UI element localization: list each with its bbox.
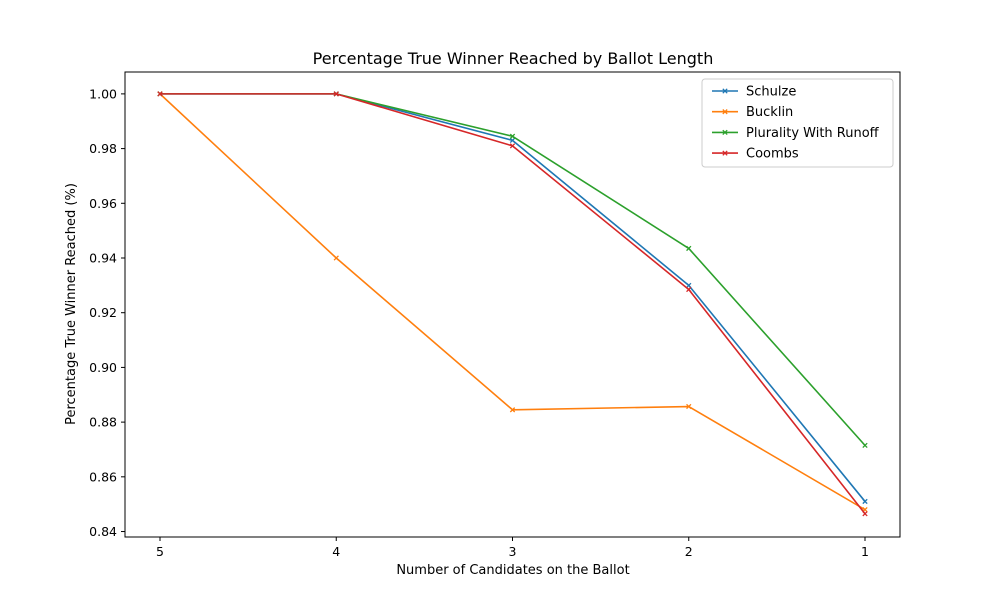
data-point-coombs	[686, 286, 692, 293]
data-point-coombs	[862, 511, 868, 517]
y-axis-title: Percentage True Winner Reached (%)	[64, 183, 79, 425]
y-tick-label: 1.00	[89, 86, 117, 101]
series-coombs	[157, 91, 868, 517]
legend: Schulze Bucklin Plurality With Runoff Coomb…	[701, 78, 894, 168]
x-tick-label: 4	[332, 544, 340, 559]
data-series	[157, 91, 868, 517]
data-point-coombs	[157, 91, 163, 97]
y-tick-label: 0.86	[89, 469, 117, 484]
y-tick-label: 0.94	[89, 251, 117, 266]
data-point-bucklin	[333, 255, 339, 261]
y-tick-label: 0.96	[89, 196, 117, 211]
legend-marker	[722, 88, 728, 94]
legend-item-schulze: Schulze	[712, 85, 796, 100]
legend-label: Bucklin	[746, 105, 793, 120]
plot-area-frame	[124, 71, 901, 538]
y-tick-label: 0.90	[89, 360, 117, 375]
legend-marker	[722, 150, 728, 156]
legend-label: Schulze	[746, 85, 796, 100]
x-tick-label: 2	[685, 544, 693, 559]
x-tick-label: 3	[509, 544, 517, 559]
data-point-plurality-with-runoff	[862, 442, 868, 449]
x-axis-ticks: 5 4 3 2 1	[156, 537, 869, 559]
legend-marker	[722, 109, 728, 115]
data-point-schulze	[509, 137, 516, 144]
legend-marker	[722, 129, 728, 136]
legend-label: Coombs	[746, 147, 799, 162]
data-point-schulze	[686, 282, 692, 289]
chart-title: Percentage True Winner Reached by Ballot…	[313, 49, 714, 68]
data-point-coombs	[509, 143, 516, 149]
data-point-plurality-with-runoff	[509, 133, 516, 139]
x-tick-label: 1	[861, 544, 869, 559]
legend-item-bucklin: Bucklin	[712, 105, 793, 120]
x-axis-title: Number of Candidates on the Ballot	[396, 563, 629, 578]
data-point-plurality-with-runoff	[686, 245, 692, 252]
y-tick-label: 0.98	[89, 141, 117, 156]
legend-box	[701, 78, 894, 168]
data-point-bucklin	[686, 403, 692, 410]
y-tick-label: 0.88	[89, 415, 117, 430]
x-tick-label: 5	[156, 544, 164, 559]
y-tick-label: 0.92	[89, 305, 117, 320]
y-tick-label: 0.84	[89, 524, 117, 539]
legend-item-plurality-with-runoff: Plurality With Runoff	[712, 126, 880, 141]
data-point-bucklin	[509, 407, 516, 413]
y-axis-ticks: 0.84 0.86 0.88 0.90 0.92 0.94 0.96 0.98 1.00	[89, 86, 125, 539]
legend-label: Plurality With Runoff	[746, 126, 880, 141]
legend-item-coombs: Coombs	[712, 147, 799, 162]
data-point-schulze	[862, 498, 868, 505]
data-point-coombs	[333, 91, 339, 97]
